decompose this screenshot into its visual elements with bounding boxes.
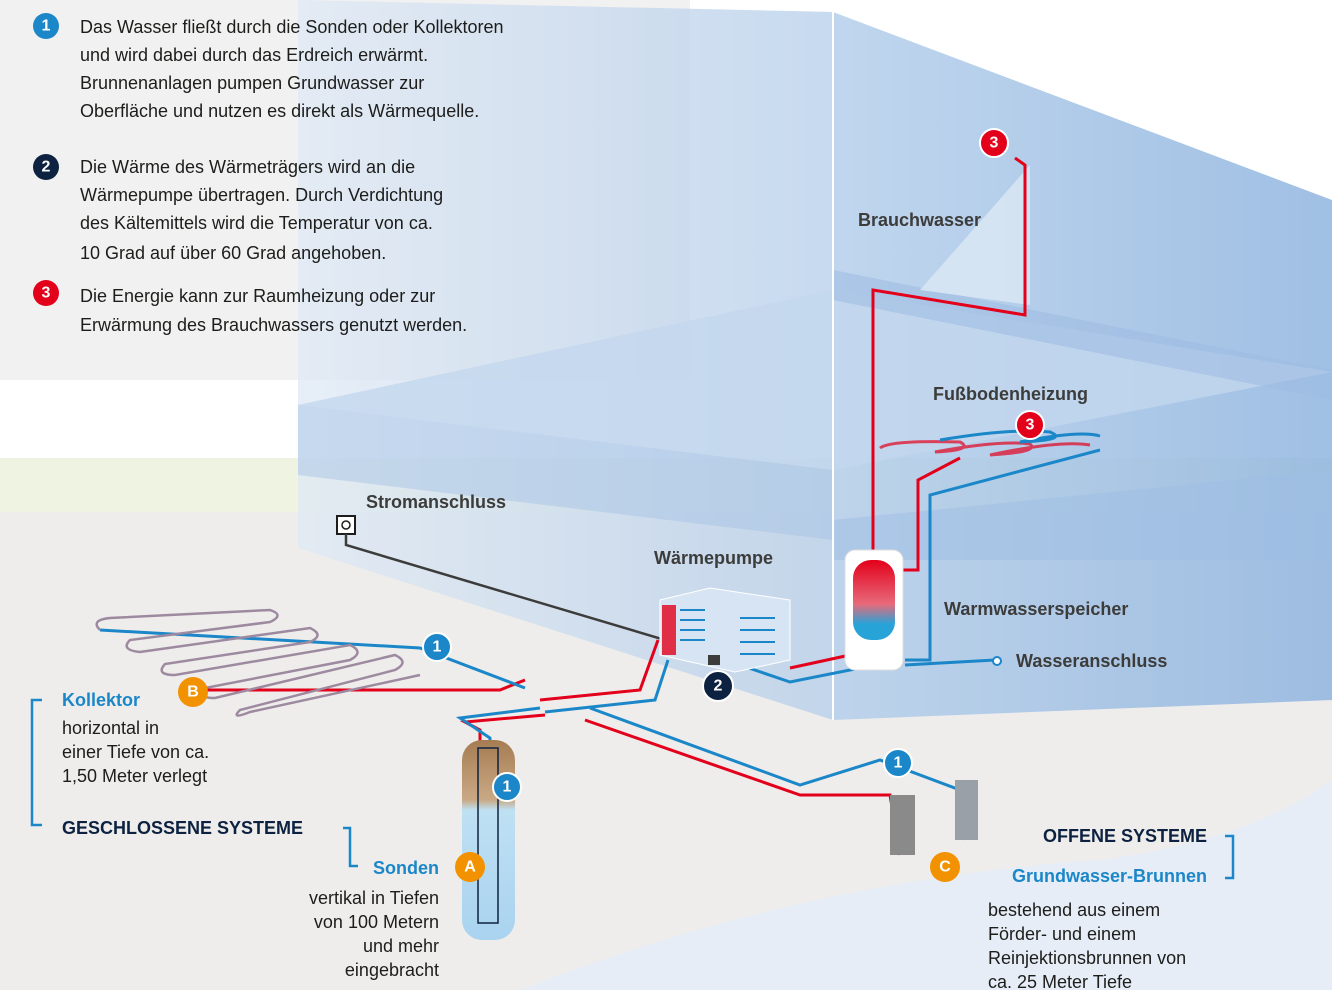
marker-label: 1 bbox=[894, 755, 903, 772]
legend-text: Erwärmung des Brauchwassers genutzt werd… bbox=[80, 315, 467, 335]
label: Warmwasserspeicher bbox=[944, 599, 1128, 619]
hp-red bbox=[662, 605, 676, 655]
marker-label: A bbox=[464, 859, 476, 876]
legend-text: Die Wärme des Wärmeträgers wird an die bbox=[80, 157, 415, 177]
legend-text: Brunnenanlagen pumpen Grundwasser zur bbox=[80, 73, 424, 93]
label: Stromanschluss bbox=[366, 492, 506, 512]
label: Wasseranschluss bbox=[1016, 651, 1167, 671]
section-text: ca. 25 Meter Tiefe bbox=[988, 972, 1132, 990]
marker: B bbox=[178, 677, 208, 707]
legend-text: 10 Grad auf über 60 Grad angehoben. bbox=[80, 243, 386, 263]
section-text: einer Tiefe von ca. bbox=[62, 742, 209, 762]
water-connector bbox=[993, 657, 1001, 665]
legend-text: Das Wasser fließt durch die Sonden oder … bbox=[80, 17, 504, 37]
section-title: Sonden bbox=[373, 858, 439, 878]
sonde bbox=[462, 740, 515, 940]
marker-label: C bbox=[939, 859, 951, 876]
marker: 1 bbox=[423, 633, 451, 661]
section-text: bestehend aus einem bbox=[988, 900, 1160, 920]
marker: 3 bbox=[980, 129, 1008, 157]
legend-marker-label: 3 bbox=[42, 285, 51, 302]
legend-marker-label: 1 bbox=[42, 18, 51, 35]
marker: 1 bbox=[884, 749, 912, 777]
marker: A bbox=[455, 852, 485, 882]
marker-label: 3 bbox=[990, 135, 999, 152]
marker: C bbox=[930, 852, 960, 882]
label: Brauchwasser bbox=[858, 210, 981, 230]
compressor bbox=[708, 655, 720, 665]
marker-label: 1 bbox=[433, 639, 442, 656]
legend-text: Oberfläche und nutzen es direkt als Wärm… bbox=[80, 101, 479, 121]
diagram: 1 Das Wasser fließt durch die Sonden ode… bbox=[0, 0, 1332, 990]
label: Fußbodenheizung bbox=[933, 384, 1088, 404]
marker-label: 2 bbox=[714, 678, 723, 695]
legend-text: Die Energie kann zur Raumheizung oder zu… bbox=[80, 286, 435, 306]
marker: 2 bbox=[703, 671, 733, 701]
section-text: Reinjektionsbrunnen von bbox=[988, 948, 1186, 968]
section-text: 1,50 Meter verlegt bbox=[62, 766, 207, 786]
section-text: eingebracht bbox=[345, 960, 439, 980]
marker-label: 3 bbox=[1026, 417, 1035, 434]
tank-inner bbox=[853, 560, 895, 640]
section-title: Kollektor bbox=[62, 690, 140, 710]
well-1 bbox=[890, 795, 915, 855]
marker-label: B bbox=[187, 684, 199, 701]
section-text: und mehr bbox=[363, 936, 439, 956]
page: { "legend": [ {"marker": "1", "lines": [… bbox=[0, 0, 1332, 990]
section-text: horizontal in bbox=[62, 718, 159, 738]
legend-text: und wird dabei durch das Erdreich erwärm… bbox=[80, 45, 428, 65]
label: Wärmepumpe bbox=[654, 548, 773, 568]
socket bbox=[337, 516, 355, 534]
section-title: Grundwasser-Brunnen bbox=[1012, 866, 1207, 886]
section-text: von 100 Metern bbox=[314, 912, 439, 932]
legend-text: Wärmepumpe übertragen. Durch Verdichtung bbox=[80, 185, 443, 205]
marker: 1 bbox=[493, 773, 521, 801]
section-heading: GESCHLOSSENE SYSTEME bbox=[62, 818, 303, 838]
well-2 bbox=[955, 780, 978, 840]
legend-text: des Kältemittels wird die Temperatur von… bbox=[80, 213, 433, 233]
legend-marker-label: 2 bbox=[42, 159, 51, 176]
section-heading: OFFENE SYSTEME bbox=[1043, 826, 1207, 846]
marker: 3 bbox=[1016, 411, 1044, 439]
section-text: vertikal in Tiefen bbox=[309, 888, 439, 908]
section-text: Förder- und einem bbox=[988, 924, 1136, 944]
marker-label: 1 bbox=[503, 779, 512, 796]
